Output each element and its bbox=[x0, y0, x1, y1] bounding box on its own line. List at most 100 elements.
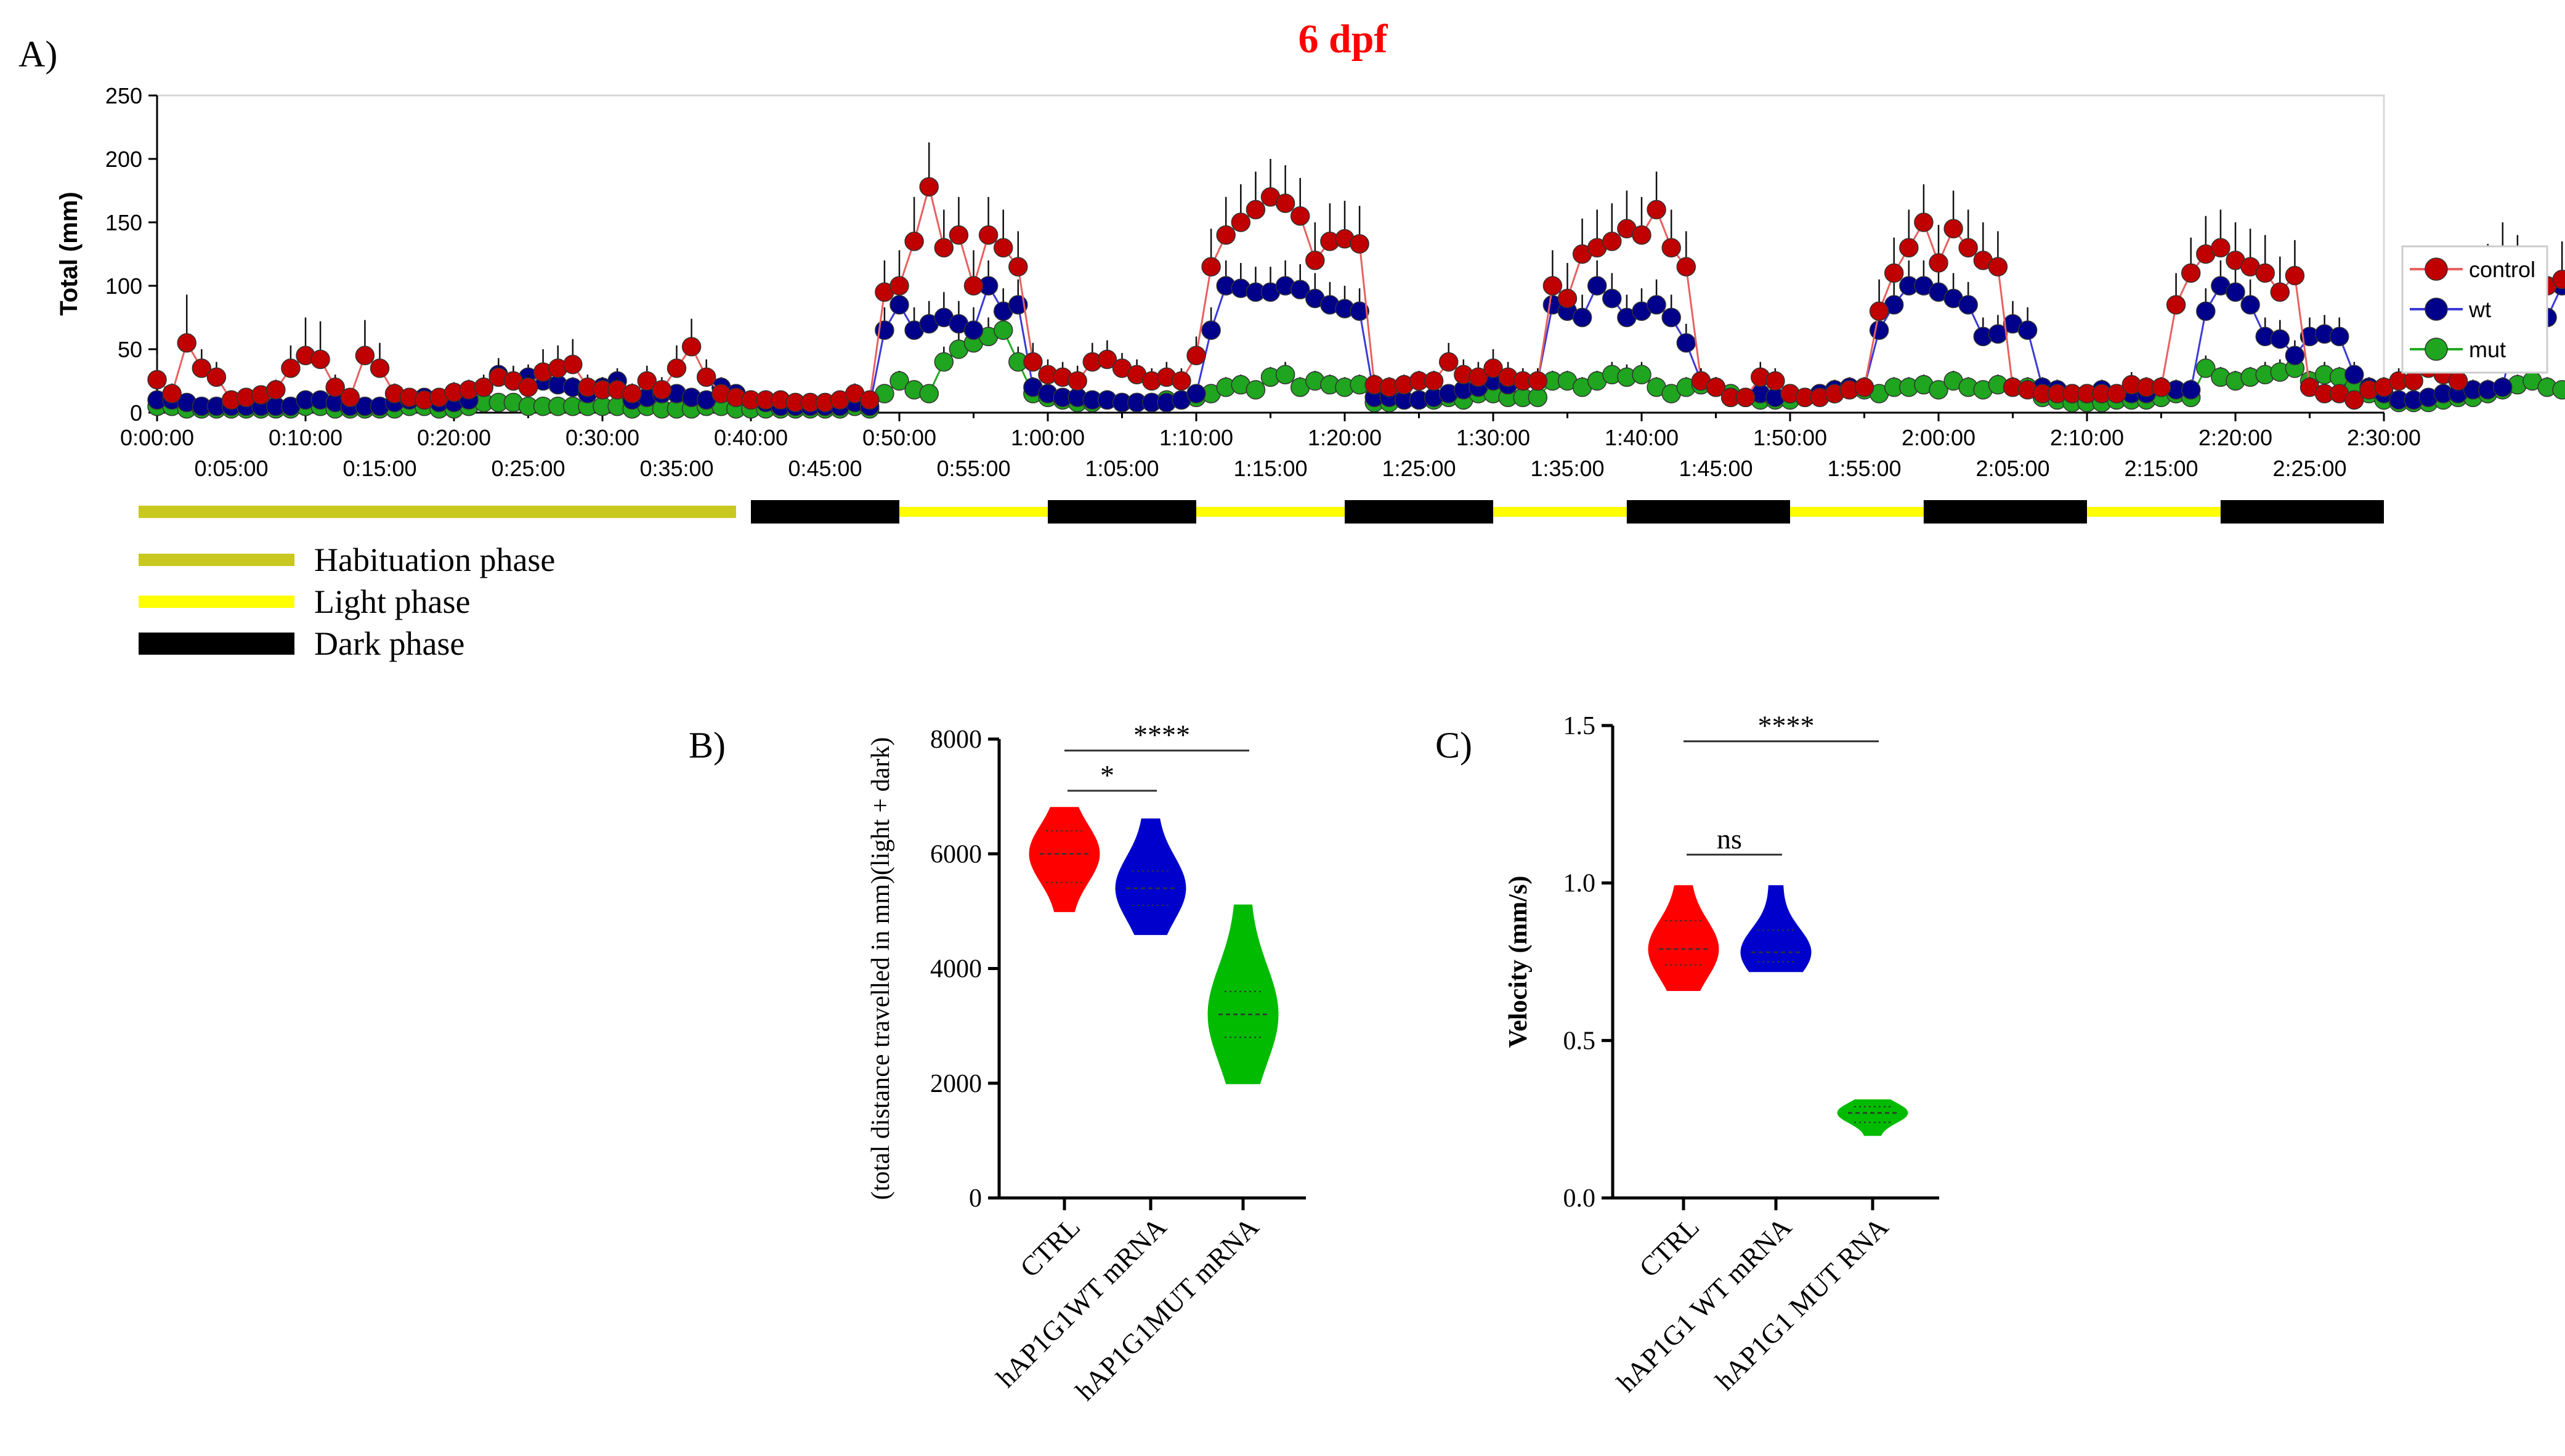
phase-bar-habituation bbox=[139, 506, 736, 518]
category-label-1: hAP1G1WT mRNA bbox=[991, 1211, 1173, 1393]
panel-a-point-wt bbox=[2329, 326, 2349, 347]
panel-a-point-control bbox=[325, 378, 345, 397]
panel-label-c: C) bbox=[1435, 725, 1472, 766]
panel-a-x-tick-label-lower: 1:55:00 bbox=[1827, 456, 1901, 481]
phase-bar-dark bbox=[751, 500, 899, 524]
phase-bar-light bbox=[1790, 507, 1924, 517]
panel-a-point-control bbox=[355, 346, 375, 366]
panel-a-point-control bbox=[281, 358, 301, 378]
panel-a-series-control bbox=[147, 142, 2565, 413]
panel-a-point-wt bbox=[1572, 307, 1592, 328]
panel-a-point-control bbox=[2211, 238, 2231, 257]
phase-bar-dark bbox=[1923, 500, 2087, 524]
panel-a-point-control bbox=[1216, 225, 1236, 245]
phase-legend-swatch-light bbox=[139, 596, 294, 608]
category-label-2: hAP1G1MUT mRNA bbox=[1069, 1211, 1265, 1406]
panel-a-point-control bbox=[1884, 263, 1904, 283]
panel-a-point-control bbox=[1008, 257, 1028, 277]
panel-a-point-control bbox=[1201, 257, 1221, 277]
panel-a-y-tick-label: 0 bbox=[130, 400, 142, 426]
violin-2 bbox=[1207, 904, 1279, 1085]
panel-a-x-tick-label-lower: 2:15:00 bbox=[2124, 456, 2198, 481]
panel-a-point-control bbox=[1943, 219, 1963, 239]
panel-a-x-tick-label: 1:40:00 bbox=[1605, 425, 1679, 450]
panel-a-x-tick-label-lower: 1:05:00 bbox=[1085, 456, 1159, 481]
panel-b-distance: 0 2000 4000 6000 8000 (total distance travell… bbox=[867, 719, 1306, 1406]
legend-label-mut: mut bbox=[2469, 337, 2506, 362]
phase-legend-label-habituation: Habituation phase bbox=[314, 541, 555, 578]
panel-a-y-tick-label: 100 bbox=[105, 273, 142, 299]
panel-a-point-mut bbox=[1929, 380, 1948, 400]
panel-a-point-wt bbox=[1186, 384, 1206, 403]
panel-a-x-tick-label-lower: 2:05:00 bbox=[1975, 456, 2049, 481]
panel-a-y-tick-label: 200 bbox=[105, 147, 142, 172]
panel-a-point-control bbox=[1305, 251, 1325, 270]
panel-a-point-mut bbox=[1528, 387, 1548, 408]
phase-bar-light bbox=[1196, 507, 1345, 517]
panel-a-title: 6 dpf bbox=[1299, 17, 1388, 62]
legend-marker-mut bbox=[2425, 338, 2448, 361]
panel-a-x-tick-label-lower: 2:25:00 bbox=[2272, 456, 2346, 481]
panel-a-point-control bbox=[1706, 378, 1726, 397]
panel-a-x-tick-label-lower: 1:15:00 bbox=[1233, 456, 1307, 481]
panel-a-point-wt bbox=[1676, 333, 1696, 353]
panel-a-point-control bbox=[681, 337, 702, 357]
violin-2 bbox=[1837, 1099, 1908, 1136]
panel-a-point-control bbox=[2552, 269, 2565, 289]
y-tick-label: 0.0 bbox=[1563, 1184, 1596, 1213]
panel-a-point-control bbox=[1483, 358, 1503, 378]
panel-a-point-mut bbox=[1275, 365, 1295, 384]
panel-a-point-control bbox=[2270, 282, 2290, 302]
panel-a-point-control bbox=[1068, 371, 1087, 391]
legend-marker-control bbox=[2425, 257, 2448, 281]
panel-a-point-control bbox=[1246, 200, 1266, 220]
significance-label-1: * bbox=[1100, 759, 1114, 791]
phase-bar-dark bbox=[1626, 500, 1790, 524]
panel-a-point-control bbox=[1854, 378, 1874, 397]
panel-a-point-control bbox=[1469, 367, 1488, 387]
panel-a-point-control bbox=[192, 358, 212, 378]
panel-a-point-wt bbox=[2226, 282, 2245, 302]
panel-a-point-control bbox=[340, 387, 360, 408]
panel-a-point-control bbox=[622, 384, 642, 403]
panel-a-legend: control wt mut bbox=[2401, 245, 2548, 374]
panel-a-point-control bbox=[667, 358, 687, 378]
panel-a-point-mut bbox=[2196, 358, 2216, 378]
panel-a-point-control bbox=[1914, 212, 1934, 232]
panel-a-point-mut bbox=[934, 352, 954, 372]
panel-a-point-mut bbox=[1246, 380, 1266, 400]
phase-bar-dark bbox=[1048, 500, 1196, 524]
panel-a-point-control bbox=[474, 378, 493, 397]
violin-0 bbox=[1648, 885, 1719, 991]
panel-a-point-control bbox=[2448, 371, 2468, 391]
panel-a-point-mut bbox=[2552, 380, 2565, 400]
significance-label-0: **** bbox=[1133, 719, 1190, 751]
panel-a-point-control bbox=[2107, 384, 2126, 403]
panel-a-point-control bbox=[1661, 238, 1681, 257]
panel-a-point-control bbox=[1186, 346, 1206, 366]
panel-label-a: A) bbox=[18, 34, 57, 75]
panel-a-point-control bbox=[860, 390, 880, 410]
panel-a-point-control bbox=[370, 358, 390, 378]
panel-a-x-tick-label-lower: 0:35:00 bbox=[639, 456, 713, 481]
panel-a-point-wt bbox=[1602, 288, 1622, 309]
panel-a-x-tick-label: 1:20:00 bbox=[1308, 425, 1382, 450]
panel-a-point-control bbox=[1023, 352, 1043, 372]
violin-1 bbox=[1115, 818, 1186, 936]
panel-a-point-control bbox=[1988, 257, 2008, 277]
panel-a-point-control bbox=[1290, 206, 1310, 226]
panel-a-x-tick-label: 2:30:00 bbox=[2347, 425, 2421, 450]
panel-a-point-control bbox=[518, 378, 538, 397]
category-label-0: CTRL bbox=[1633, 1211, 1705, 1284]
panel-a-point-wt bbox=[1869, 320, 1889, 340]
panel-a-x-tick-label-lower: 0:15:00 bbox=[342, 456, 416, 481]
category-label-0: CTRL bbox=[1014, 1211, 1086, 1284]
y-tick-label: 8000 bbox=[930, 726, 982, 754]
significance-label-0: **** bbox=[1758, 710, 1815, 742]
y-tick-label: 4000 bbox=[930, 955, 982, 984]
panel-a-x-tick-label: 1:00:00 bbox=[1011, 425, 1085, 450]
panel-a-point-control bbox=[2404, 371, 2423, 391]
panel-a-x-tick-label: 0:20:00 bbox=[417, 425, 491, 450]
